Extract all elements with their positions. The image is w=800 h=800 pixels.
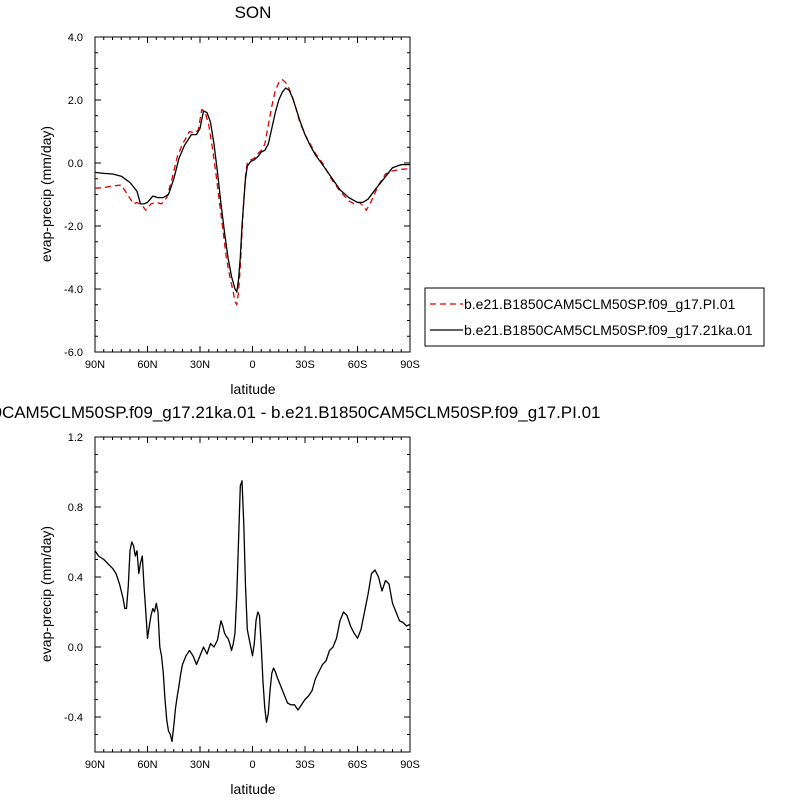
plot-frame: [94, 436, 411, 753]
legend: b.e21.B1850CAM5CLM50SP.f09_g17.PI.01 b.e…: [424, 287, 765, 347]
x-tick-label: 60N: [137, 359, 157, 371]
x-tick-label: 0: [249, 359, 255, 371]
y-tick-label: 1.2: [68, 432, 83, 444]
y-tick-label: -0.4: [64, 712, 83, 724]
x-tick-label: 90N: [85, 759, 105, 771]
x-tick-label: 90S: [400, 359, 420, 371]
y-tick-label: 0.8: [68, 502, 83, 514]
legend-box: [424, 287, 765, 347]
x-tick-label: 30N: [190, 759, 210, 771]
x-tick-label: 60S: [348, 759, 368, 771]
y-tick-label: -6.0: [64, 347, 83, 359]
plot-frame: [94, 36, 411, 353]
x-tick-label: 90N: [85, 359, 105, 371]
bottom-y-axis-label: evap-precip (mm/day): [38, 526, 54, 662]
x-tick-label: 60S: [348, 359, 368, 371]
bottom-x-axis-label: latitude: [230, 781, 275, 797]
y-tick-label: 0.0: [68, 642, 83, 654]
x-tick-label: 0: [249, 759, 255, 771]
x-tick-label: 90S: [400, 759, 420, 771]
y-tick-label: 0.0: [68, 158, 83, 170]
series-line-0: [94, 78, 411, 306]
y-tick-label: 0.4: [68, 572, 83, 584]
top-panel-title: SON: [235, 3, 272, 22]
x-tick-label: 30S: [295, 759, 315, 771]
x-tick-label: 30S: [295, 359, 315, 371]
y-tick-label: 2.0: [68, 95, 83, 107]
legend-label-pi: b.e21.B1850CAM5CLM50SP.f09_g17.PI.01: [464, 296, 736, 312]
series-line-1: [94, 87, 410, 293]
y-tick-label: -2.0: [64, 221, 83, 233]
y-tick-label: -4.0: [64, 284, 83, 296]
top-y-axis-label: evap-precip (mm/day): [38, 126, 54, 262]
legend-label-21ka: b.e21.B1850CAM5CLM50SP.f09_g17.21ka.01: [464, 322, 753, 338]
y-tick-label: 4.0: [68, 32, 83, 44]
top-plot-area: 90N 60N 30N 0 30S 60S 90S 4.0 2.0 0.0 -2.0 -4.0 -6.0: [64, 32, 420, 371]
top-panel: SON 90N 60N 30N 0 30S 60S 90S 4.0 2.0 0.0 -2.0 -4.0…: [38, 3, 420, 397]
bottom-plot-area: 90N 60N 30N 0 30S 60S 90S 1.2 0.8 0.4 0.0 -0.4: [64, 432, 420, 771]
x-tick-label: 30N: [190, 359, 210, 371]
bottom-panel: b.e21.B1850CAM5CLM50SP.f09_g17.21ka.01 -…: [0, 403, 600, 797]
bottom-panel-title: b.e21.B1850CAM5CLM50SP.f09_g17.21ka.01 -…: [0, 403, 600, 422]
series-line-0: [94, 480, 411, 743]
top-x-axis-label: latitude: [230, 381, 275, 397]
x-tick-label: 60N: [137, 759, 157, 771]
